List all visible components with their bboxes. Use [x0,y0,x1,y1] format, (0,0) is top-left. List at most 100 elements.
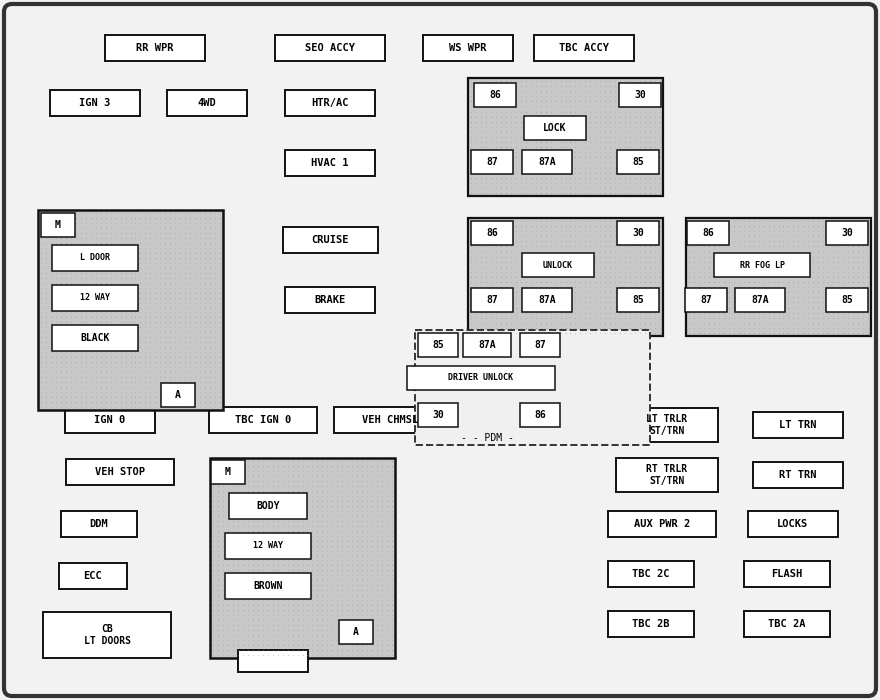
Point [589,297,603,308]
Text: 85: 85 [841,295,853,305]
Point [315,510,329,522]
Point [539,241,553,252]
Point [544,96,558,107]
Point [574,136,588,148]
Point [119,247,133,258]
Point [623,225,637,237]
Point [499,76,513,87]
Point [603,111,617,122]
Point [256,530,270,541]
Point [479,220,493,232]
Point [270,490,284,501]
Point [539,216,553,227]
Point [119,396,133,407]
Point [128,346,143,358]
Point [188,356,202,368]
Point [628,172,642,183]
Point [623,132,637,143]
Point [484,256,498,267]
Point [266,600,280,611]
Point [518,281,532,293]
Point [589,246,603,257]
Point [128,401,143,412]
Point [270,570,284,581]
Point [375,495,389,506]
Point [608,177,622,188]
Point [578,80,592,92]
Point [335,624,349,636]
Point [203,262,217,273]
Point [241,605,255,616]
Point [128,223,143,234]
Point [380,490,394,501]
Point [613,281,627,293]
Point [851,261,865,272]
Point [707,322,721,333]
Point [345,500,359,512]
Point [345,515,359,526]
Point [54,307,68,318]
Point [211,485,225,496]
Point [270,565,284,576]
Point [375,485,389,496]
Point [108,307,122,318]
Point [375,525,389,536]
Point [524,91,538,102]
Point [49,401,63,412]
Point [54,386,68,398]
Point [563,167,577,178]
Point [806,328,820,339]
Point [589,126,603,137]
Point [464,76,478,87]
Point [138,277,152,288]
Point [787,246,801,257]
Point [593,101,607,112]
Point [143,228,158,239]
Point [717,216,731,227]
Point [256,505,270,517]
Point [509,116,523,127]
Point [178,262,192,273]
Point [69,232,83,244]
Point [593,297,607,308]
Point [583,322,598,333]
Point [356,485,370,496]
Point [236,505,250,517]
Point [802,297,816,308]
Point [514,121,528,132]
Point [370,600,385,611]
Point [320,485,334,496]
Point [503,231,517,242]
Point [143,267,158,279]
Point [246,575,260,586]
Point [178,228,192,239]
Point [285,589,299,601]
Point [846,220,860,232]
Point [260,640,275,651]
Point [213,277,227,288]
Point [757,276,771,288]
Point [752,256,766,267]
Point [49,396,63,407]
Point [796,256,810,267]
Point [648,121,662,132]
Point [469,152,483,163]
Point [193,212,207,223]
Point [742,261,756,272]
Point [514,328,528,339]
Point [539,182,553,193]
Point [285,515,299,526]
Point [266,645,280,656]
Point [44,272,58,284]
Point [638,216,652,227]
Point [59,207,73,218]
Point [213,217,227,228]
Point [84,382,98,393]
Point [281,575,295,586]
Point [123,346,137,358]
Point [574,312,588,323]
Point [345,605,359,616]
Point [464,231,478,242]
Point [305,540,319,551]
Point [123,312,137,323]
